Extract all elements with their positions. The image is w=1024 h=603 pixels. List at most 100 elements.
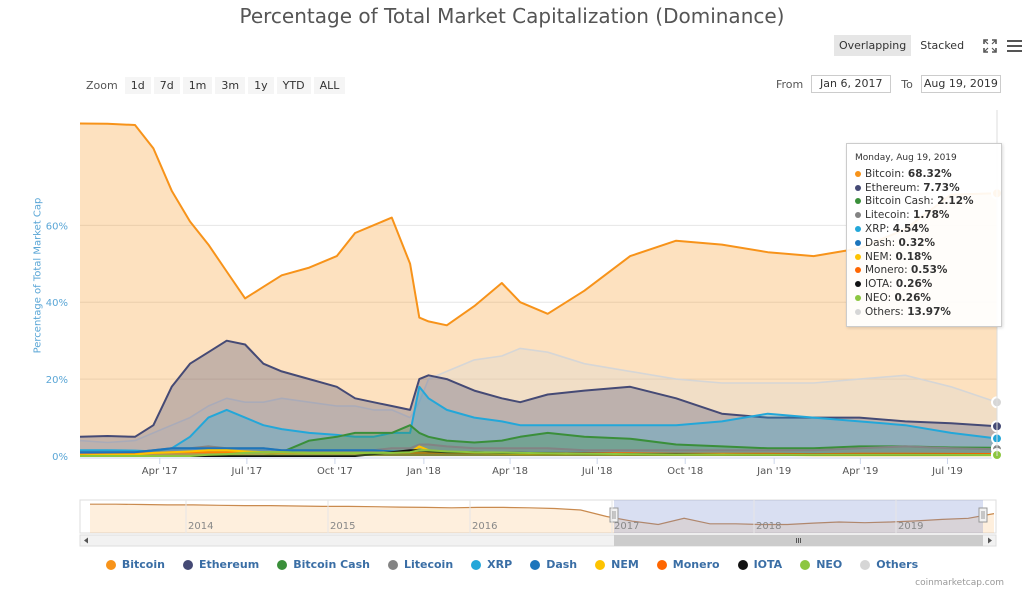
to-label: To [901, 77, 913, 91]
legend-dot-icon [182, 559, 193, 570]
tooltip-row-dash: Dash: 0.32% [855, 237, 993, 251]
tooltip-dot-icon [855, 184, 861, 191]
tooltip-series-name: Litecoin [865, 209, 907, 222]
tooltip-series-value: 0.26% [894, 291, 931, 304]
legend-label: Dash [546, 558, 578, 571]
tooltip-dot-icon [855, 308, 861, 315]
legend-item-dash[interactable]: Dash [530, 558, 577, 571]
tooltip-series-name: NEM [865, 250, 889, 263]
navigator-year-label: 2018 [756, 521, 781, 532]
legend-dot-icon [530, 559, 541, 570]
zoom-1y-button[interactable]: 1y [248, 77, 274, 94]
series-line-xrp [80, 385, 998, 453]
tooltip: Monday, Aug 19, 2019 Bitcoin: 68.32% Ethe… [846, 143, 1002, 327]
navigator-year-label: 2017 [614, 521, 639, 532]
navigator-right-handle[interactable] [978, 507, 988, 523]
legend-item-nem[interactable]: NEM [595, 558, 639, 571]
legend-item-bitcoin-cash[interactable]: Bitcoin Cash [277, 558, 370, 571]
legend-dot-icon [656, 559, 667, 570]
x-tick-label: Jul '19 [931, 466, 963, 477]
legend-label: Bitcoin [121, 558, 165, 571]
zoom-ytd-button[interactable]: YTD [276, 77, 311, 94]
tooltip-row-bitcoin-cash: Bitcoin Cash: 2.12% [855, 195, 993, 209]
zoom-3m-button[interactable]: 3m [215, 77, 246, 94]
legend-label: Litecoin [403, 558, 454, 571]
tooltip-dot-icon [855, 212, 861, 219]
overlapping-button[interactable]: Overlapping [834, 35, 912, 56]
tooltip-series-name: XRP [865, 222, 886, 235]
legend-item-ethereum[interactable]: Ethereum [182, 558, 259, 571]
legend-label: NEO [816, 558, 843, 571]
tooltip-row-neo: NEO: 0.26% [855, 292, 993, 306]
zoom-1d-button[interactable]: 1d [124, 77, 151, 94]
tooltip-row-iota: IOTA: 0.26% [855, 278, 993, 292]
tooltip-series-value: 0.18% [895, 250, 932, 263]
legend-item-litecoin[interactable]: Litecoin [387, 558, 454, 571]
to-date-input[interactable]: Aug 19, 2019 [920, 75, 1001, 93]
legend-item-monero[interactable]: Monero [656, 558, 720, 571]
tooltip-dot-icon [855, 239, 861, 246]
zoom-7d-button[interactable]: 7d [153, 77, 180, 94]
zoom-1m-button[interactable]: 1m [182, 77, 213, 94]
tooltip-row-nem: NEM: 0.18% [855, 251, 993, 265]
from-label: From [776, 77, 804, 91]
tooltip-row-litecoin: Litecoin: 1.78% [855, 209, 993, 223]
navigator-selection [614, 500, 983, 533]
tooltip-series-value: 0.26% [895, 278, 933, 291]
tooltip-series-name: Bitcoin [865, 167, 902, 180]
legend-item-bitcoin[interactable]: Bitcoin [105, 558, 165, 571]
x-tick-label: Apr '17 [142, 466, 178, 477]
tooltip-row-others: Others: 13.97% [855, 306, 993, 320]
x-tick-label: Jan '18 [406, 466, 441, 477]
legend-dot-icon [595, 559, 606, 570]
zoom-label: Zoom [86, 79, 118, 92]
tooltip-dot-icon [855, 198, 861, 205]
fullscreen-icon[interactable] [983, 38, 997, 53]
series-area-xrp [80, 386, 997, 456]
zoom-all-button[interactable]: ALL [313, 77, 346, 94]
tooltip-series-value: 13.97% [907, 305, 951, 318]
tooltip-series-name: Monero [865, 264, 905, 277]
tooltip-dot-icon [855, 253, 861, 260]
scroll-left-icon [84, 537, 88, 544]
legend-label: XRP [487, 558, 513, 571]
series-line-ethereum [79, 339, 998, 438]
menu-icon[interactable] [1007, 39, 1023, 52]
legend-dot-icon [277, 559, 288, 570]
navigator-left-handle[interactable] [609, 507, 619, 523]
y-tick-label: 0% [52, 452, 68, 463]
x-tick-label: Jul '18 [581, 466, 613, 477]
legend-label: IOTA [753, 558, 783, 571]
legend-label: Others [876, 558, 919, 571]
series-area-ethereum [80, 340, 997, 456]
legend-dot-icon [860, 559, 871, 570]
navigator-scrollbar[interactable] [79, 534, 997, 547]
legend-label: Monero [672, 558, 720, 571]
legend-item-xrp[interactable]: XRP [471, 558, 512, 571]
y-tick-label: 60% [46, 221, 68, 232]
navigator-year-label: 2014 [188, 521, 213, 532]
tooltip-row-xrp: XRP: 4.54% [855, 223, 993, 237]
zoom-toolbar: Zoom 1d 7d 1m 3m 1y YTD ALL [86, 77, 346, 94]
chart-title: Percentage of Total Market Capitalizatio… [239, 4, 785, 28]
series-area-others [80, 348, 997, 456]
tooltip-series-value: 2.12% [937, 195, 974, 208]
tooltip-series-value: 7.73% [923, 181, 960, 194]
legend-item-neo[interactable]: NEO [800, 558, 842, 571]
tooltip-series-name: Bitcoin Cash [865, 195, 931, 208]
legend: Bitcoin Ethereum Bitcoin Cash Litecoin XRP Da… [0, 558, 1024, 571]
tooltip-row-monero: Monero: 0.53% [855, 264, 993, 278]
from-date-input[interactable]: Jan 6, 2017 [811, 75, 892, 93]
legend-item-others[interactable]: Others [860, 558, 918, 571]
tooltip-row-ethereum: Ethereum: 7.73% [855, 182, 993, 196]
navigator-year-label: 2019 [898, 521, 923, 532]
stacked-button[interactable]: Stacked [920, 39, 965, 52]
legend-item-iota[interactable]: IOTA [737, 558, 783, 571]
credits[interactable]: coinmarketcap.com [915, 578, 1004, 588]
legend-dot-icon [387, 559, 398, 570]
tooltip-series-value: 68.32% [907, 167, 952, 180]
tooltip-series-name: Dash [865, 236, 892, 249]
x-tick-label: Apr '19 [842, 466, 878, 477]
navigator-year-label: 2016 [472, 521, 497, 532]
